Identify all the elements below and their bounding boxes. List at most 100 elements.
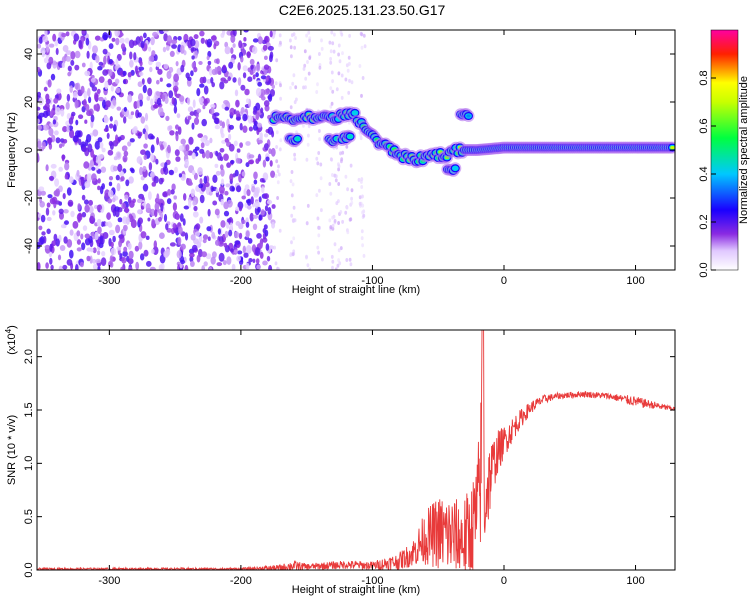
heatmap-cell <box>250 196 254 205</box>
heatmap-cell <box>91 86 98 92</box>
heatmap-cell <box>223 242 228 248</box>
heatmap-cell <box>97 226 102 234</box>
heatmap-cell <box>245 230 250 238</box>
heatmap-cell <box>160 111 165 116</box>
heatmap-cell <box>97 185 101 191</box>
heatmap-cell <box>68 176 74 184</box>
heatmap-cell <box>46 44 50 53</box>
heatmap-cell <box>328 40 332 45</box>
heatmap-cell <box>292 32 296 37</box>
heatmap-cell <box>320 38 323 43</box>
heatmap-cell <box>278 147 282 152</box>
heatmap-cell <box>249 212 254 222</box>
heatmap-cell <box>344 174 348 179</box>
heatmap-cell <box>137 217 143 225</box>
heatmap-cell <box>329 49 333 54</box>
heatmap-cell <box>37 118 40 124</box>
heatmap-cell <box>136 100 140 109</box>
heatmap-cell <box>97 65 103 71</box>
snr-frame <box>36 329 676 571</box>
heatmap-cell <box>335 201 339 206</box>
heatmap-cell <box>165 45 170 51</box>
heatmap-cell <box>38 186 45 192</box>
heatmap-cell <box>84 233 91 239</box>
heatmap-cell <box>102 32 109 41</box>
heatmap-cell <box>108 229 115 236</box>
heatmap-cell <box>260 209 265 216</box>
heatmap-cell <box>216 262 223 267</box>
heatmap-cell <box>349 262 353 267</box>
heatmap-cell <box>89 215 95 224</box>
heatmap-cell <box>348 78 351 83</box>
heatmap-cell <box>115 58 119 67</box>
heatmap-cell <box>218 252 225 262</box>
heatmap-cell <box>38 97 44 106</box>
heatmap-cell <box>255 158 260 165</box>
heatmap-cell <box>182 218 186 226</box>
heatmap-cell <box>140 231 147 239</box>
y-exponent-power: 4 <box>4 328 13 333</box>
heatmap-cell <box>292 236 296 241</box>
heatmap-cell <box>230 47 234 54</box>
heatmap-cell <box>219 120 223 127</box>
heatmap-cell <box>73 33 80 42</box>
heatmap-cell <box>257 36 263 45</box>
heatmap-cell <box>220 198 224 206</box>
heatmap-cell <box>46 228 51 235</box>
heatmap-cell <box>119 37 125 44</box>
heatmap-cell <box>64 220 69 225</box>
heatmap-cell <box>239 142 244 149</box>
heatmap-cell <box>334 178 338 183</box>
heatmap-cell <box>240 84 246 91</box>
y-tick-label: -40 <box>23 238 35 254</box>
heatmap-cell <box>200 37 205 44</box>
heatmap-cell <box>274 261 278 266</box>
bottom-x-ticks: -300 -200 -100 0 100 <box>98 330 645 587</box>
heatmap-cell <box>217 152 222 161</box>
heatmap-cell <box>223 210 230 217</box>
heatmap-cell <box>318 65 322 70</box>
heatmap-cell <box>214 163 219 168</box>
heatmap-cell <box>105 100 111 108</box>
heatmap-cell <box>318 225 321 230</box>
heatmap-cell <box>65 101 70 110</box>
heatmap-cell <box>271 204 276 209</box>
heatmap-cell <box>58 208 64 215</box>
heatmap-cell <box>44 102 50 110</box>
heatmap-cell <box>234 240 241 245</box>
heatmap-cell <box>46 216 52 222</box>
heatmap-cell <box>127 94 133 103</box>
heatmap-cell <box>156 137 160 146</box>
heatmap-cell <box>291 252 295 257</box>
heatmap-cell <box>141 78 145 85</box>
heatmap-cell <box>213 117 219 124</box>
heatmap-cell <box>40 214 46 223</box>
heatmap-cell <box>135 261 140 270</box>
heatmap-cell <box>83 98 87 108</box>
heatmap-cell <box>99 235 103 245</box>
heatmap-cell <box>270 147 276 157</box>
heatmap-cell <box>38 36 43 44</box>
heatmap-cell <box>156 97 162 106</box>
heatmap-cell <box>121 145 128 152</box>
heatmap-cell <box>348 33 351 38</box>
heatmap-cell <box>123 106 127 112</box>
heatmap-cell <box>346 68 350 73</box>
heatmap-cell <box>67 71 72 77</box>
heatmap-cell <box>69 85 73 93</box>
heatmap-cell <box>361 194 364 199</box>
heatmap-cell <box>335 87 339 92</box>
heatmap-cell <box>206 55 210 61</box>
heatmap-cell <box>37 124 42 131</box>
heatmap-cell <box>220 178 225 186</box>
heatmap-cell <box>202 234 209 241</box>
heatmap-cell <box>235 157 241 164</box>
heatmap-cell <box>191 244 198 252</box>
heatmap-cell <box>91 166 96 171</box>
heatmap-cell <box>337 71 341 76</box>
heatmap-cell <box>196 254 201 263</box>
heatmap-cell <box>292 219 295 224</box>
heatmap-cell <box>91 173 97 182</box>
heatmap-cell <box>202 104 206 110</box>
heatmap-cell <box>185 144 190 152</box>
